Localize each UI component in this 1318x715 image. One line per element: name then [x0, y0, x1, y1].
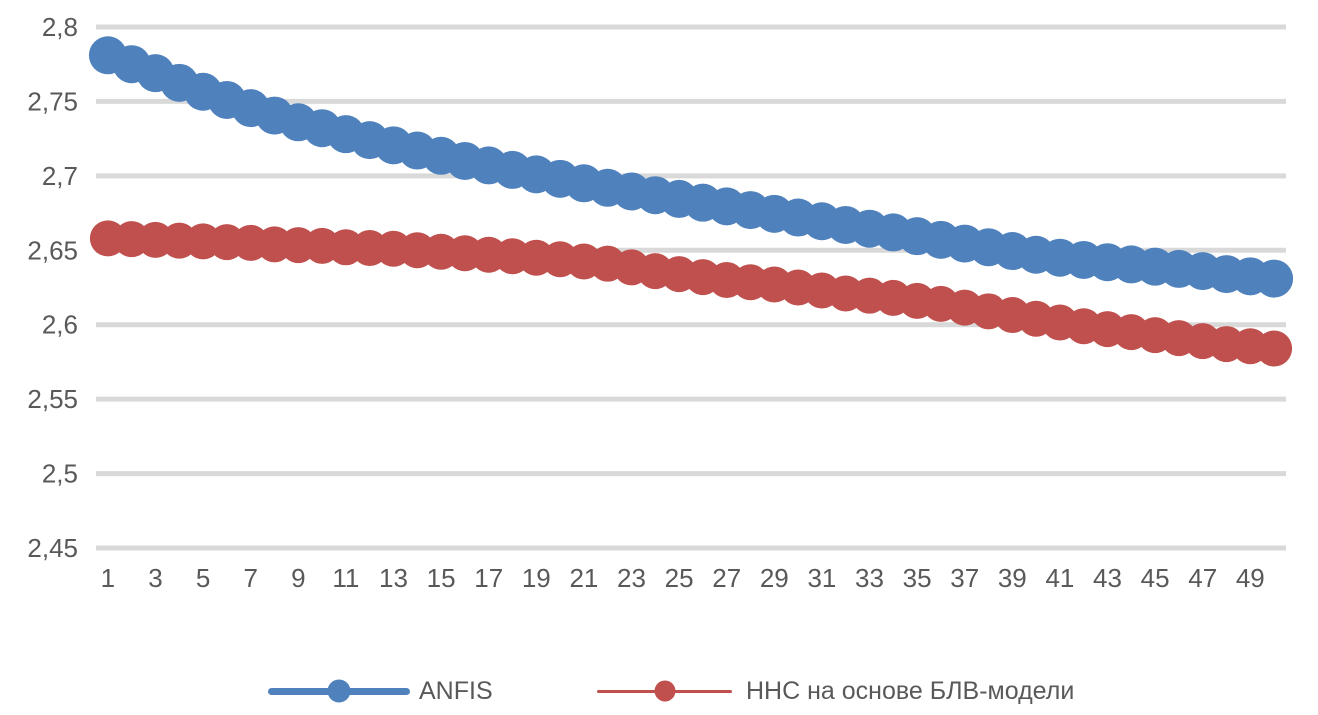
- x-tick-label: 25: [665, 563, 694, 593]
- chart-canvas: 2,452,52,552,62,652,72,752,81 3 5 7 9 11 13 15 1…: [27, 12, 1294, 593]
- x-tick-label: 47: [1188, 563, 1217, 593]
- x-tick-label: 27: [712, 563, 741, 593]
- legend-item-anfis: ANFIS: [268, 666, 493, 715]
- legend-dot-anfis-icon: [327, 679, 351, 703]
- x-tick-label: 37: [950, 563, 979, 593]
- data-point: [1255, 259, 1294, 298]
- x-axis-labels: 1 3 5 7 9 11 13 15 17 19 21 23 25 27 29 31 33 35 37 39 41 43 4…: [101, 563, 1265, 593]
- y-tick-label: 2,55: [27, 384, 78, 414]
- x-tick-label: 5: [196, 563, 210, 593]
- y-tick-label: 2,75: [27, 86, 78, 116]
- y-tick-label: 2,5: [42, 459, 78, 489]
- x-tick-label: 3: [148, 563, 162, 593]
- legend-label-anfis: ANFIS: [419, 676, 493, 705]
- x-tick-label: 23: [617, 563, 646, 593]
- x-tick-label: 21: [569, 563, 598, 593]
- x-tick-label: 43: [1093, 563, 1122, 593]
- series-anfis: [88, 36, 1294, 298]
- legend-item-nns: ННС на основе БЛВ-модели: [597, 666, 1074, 715]
- y-tick-label: 2,8: [42, 12, 78, 42]
- legend-label-nns: ННС на основе БЛВ-модели: [746, 676, 1075, 705]
- y-tick-label: 2,6: [42, 310, 78, 340]
- x-tick-label: 17: [474, 563, 503, 593]
- y-tick-label: 2,7: [42, 161, 78, 191]
- series-nns: [89, 220, 1293, 367]
- x-tick-label: 41: [1045, 563, 1074, 593]
- y-tick-label: 2,45: [27, 533, 78, 563]
- x-tick-label: 19: [522, 563, 551, 593]
- x-tick-label: 11: [332, 563, 359, 593]
- data-point: [1256, 330, 1293, 367]
- x-tick-label: 7: [243, 563, 257, 593]
- x-tick-label: 35: [903, 563, 932, 593]
- legend-dot-nns-icon: [654, 680, 675, 702]
- y-axis-labels: 2,45 2,5 2,55 2,6 2,65 2,7 2,75 2,8: [27, 12, 78, 563]
- y-tick-label: 2,65: [27, 235, 78, 265]
- x-tick-label: 1: [101, 563, 115, 593]
- x-tick-label: 13: [379, 563, 408, 593]
- x-tick-label: 39: [998, 563, 1027, 593]
- x-tick-label: 45: [1141, 563, 1170, 593]
- chart-legend: ANFIS ННС на основе БЛВ-модели: [0, 666, 1318, 715]
- x-tick-label: 15: [427, 563, 456, 593]
- legend-marker-nns-icon: [597, 680, 732, 702]
- x-tick-label: 29: [760, 563, 789, 593]
- x-tick-label: 33: [855, 563, 884, 593]
- x-tick-label: 49: [1236, 563, 1265, 593]
- x-tick-label: 9: [291, 563, 305, 593]
- x-tick-label: 31: [807, 563, 836, 593]
- legend-marker-anfis-icon: [268, 679, 410, 703]
